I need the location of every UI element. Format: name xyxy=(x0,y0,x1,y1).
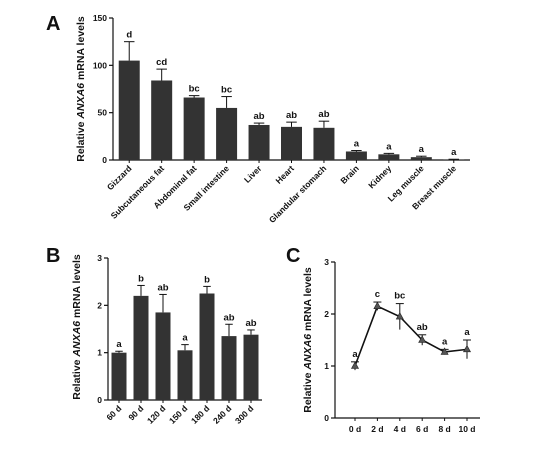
panel-letter-c: C xyxy=(286,245,300,267)
panel-b-significance-label: a xyxy=(182,333,188,344)
panel-a-bar xyxy=(118,60,140,160)
panel-c-significance-label: ab xyxy=(417,322,428,333)
panel-letter-b: B xyxy=(46,245,60,267)
panel-b-significance-label: ab xyxy=(157,282,168,293)
panel-a-significance-label: cd xyxy=(156,57,167,68)
panel-a-significance-label: a xyxy=(386,141,392,152)
panel-a-bar xyxy=(281,126,302,160)
panel-b-significance-label: ab xyxy=(245,318,256,329)
panel-c-chart: 0 1 2 3 a 0 d c 2 d bc 4 d ab 6 d a 8 d a 10 d Relative … xyxy=(302,257,480,434)
panel-c-y-axis-label: Relative ANXA6 mRNA levels xyxy=(302,267,314,413)
panel-b-bar xyxy=(177,350,193,400)
panel-c-significance-label: bc xyxy=(394,291,405,302)
panel-c-data-point xyxy=(373,301,382,310)
panel-a-category-label: Heart xyxy=(273,163,296,186)
panel-c-significance-label: c xyxy=(375,289,380,300)
panel-b-category-label: 150 d xyxy=(167,403,189,425)
panel-a-category-label: Liver xyxy=(242,163,264,185)
panel-b-significance-label: a xyxy=(116,339,122,350)
panel-b-y-tick-label: 1 xyxy=(97,348,102,358)
panel-a-category-label: Glandular stomach xyxy=(267,163,329,225)
panel-c-data-point xyxy=(418,335,427,343)
panel-a-y-tick-label: 150 xyxy=(93,13,107,23)
panel-a-significance-label: a xyxy=(451,147,457,158)
panel-a-bar xyxy=(248,124,270,160)
panel-a-category-label: Gizzard xyxy=(105,163,134,192)
panel-a-y-tick-label: 50 xyxy=(98,108,108,118)
panel-b-significance-label: b xyxy=(204,274,210,285)
panel-a-significance-label: bc xyxy=(221,85,232,96)
panel-c-significance-label: a xyxy=(464,327,470,338)
panel-b-category-label: 240 d xyxy=(211,403,233,425)
panel-b-bar xyxy=(243,334,259,400)
panel-c-y-tick-label: 2 xyxy=(324,309,329,319)
panel-b-significance-label: b xyxy=(138,273,144,284)
panel-b-y-axis-label: Relative ANXA6 mRNA levels xyxy=(71,254,83,400)
panel-c-y-tick-label: 3 xyxy=(324,257,329,267)
panel-c-data-point xyxy=(395,311,404,320)
panel-b-chart: 0 1 2 3 a 60 d b 90 d ab 120 d a 150 d b 180 d ab 240 d… xyxy=(71,253,262,426)
panel-a-bar xyxy=(443,159,465,161)
panel-a-significance-label: a xyxy=(419,144,425,155)
panel-a-bar xyxy=(345,151,367,160)
panel-b-bar xyxy=(133,295,149,400)
panel-b-category-label: 120 d xyxy=(145,403,167,425)
panel-c-significance-label: a xyxy=(442,336,448,347)
panel-a-y-tick-label: 100 xyxy=(93,60,107,70)
panel-a-category-label: Brain xyxy=(338,163,360,185)
panel-b-bar xyxy=(155,312,171,400)
panel-b-bar xyxy=(199,293,215,400)
panel-b-category-label: 60 d xyxy=(104,403,123,422)
panel-c-y-tick-label: 0 xyxy=(324,413,329,423)
panel-a-significance-label: ab xyxy=(318,109,329,120)
panel-b-significance-label: ab xyxy=(223,312,234,323)
panel-a-significance-label: ab xyxy=(253,111,264,122)
panel-c-category-label: 4 d xyxy=(394,424,406,434)
panel-a-bar xyxy=(183,97,205,160)
panel-c-series-line xyxy=(354,305,468,367)
panel-a-bar xyxy=(378,154,400,160)
panel-c-category-label: 8 d xyxy=(438,424,450,434)
panel-b-category-label: 180 d xyxy=(189,403,211,425)
panel-b-category-label: 300 d xyxy=(233,403,255,425)
panel-letter-a: A xyxy=(46,13,60,35)
panel-b-y-tick-label: 0 xyxy=(97,395,102,405)
panel-c-category-label: 6 d xyxy=(416,424,428,434)
panel-c-data-point xyxy=(440,347,449,355)
panel-a-significance-label: a xyxy=(354,139,360,150)
panel-c-y-tick-label: 1 xyxy=(324,361,329,371)
panel-c-category-label: 2 d xyxy=(371,424,383,434)
panel-c-data-point xyxy=(462,344,472,353)
panel-a-significance-label: bc xyxy=(189,84,200,95)
panel-c-significance-label: a xyxy=(352,349,358,360)
panel-a-category-label: Kidney xyxy=(366,163,393,190)
panel-c-data-point xyxy=(350,361,360,369)
panel-b-bar xyxy=(111,352,127,400)
panel-a-y-axis-label: Relative ANXA6 mRNA levels xyxy=(75,16,87,162)
panel-a-y-tick-label: 0 xyxy=(102,155,107,165)
panel-a-bar xyxy=(216,107,238,160)
panel-a-bar xyxy=(410,157,432,160)
panel-b-bar xyxy=(221,336,237,400)
panel-a-significance-label: d xyxy=(126,30,132,41)
panel-c-category-label: 10 d xyxy=(458,424,475,434)
panel-a-significance-label: ab xyxy=(286,110,297,121)
panel-a-bar xyxy=(151,80,173,160)
panel-a-bar xyxy=(313,127,335,160)
panel-b-y-tick-label: 2 xyxy=(97,300,102,310)
panel-b-y-tick-label: 3 xyxy=(97,253,102,263)
panel-b-category-label: 90 d xyxy=(126,403,145,422)
panel-c-category-label: 0 d xyxy=(349,424,361,434)
